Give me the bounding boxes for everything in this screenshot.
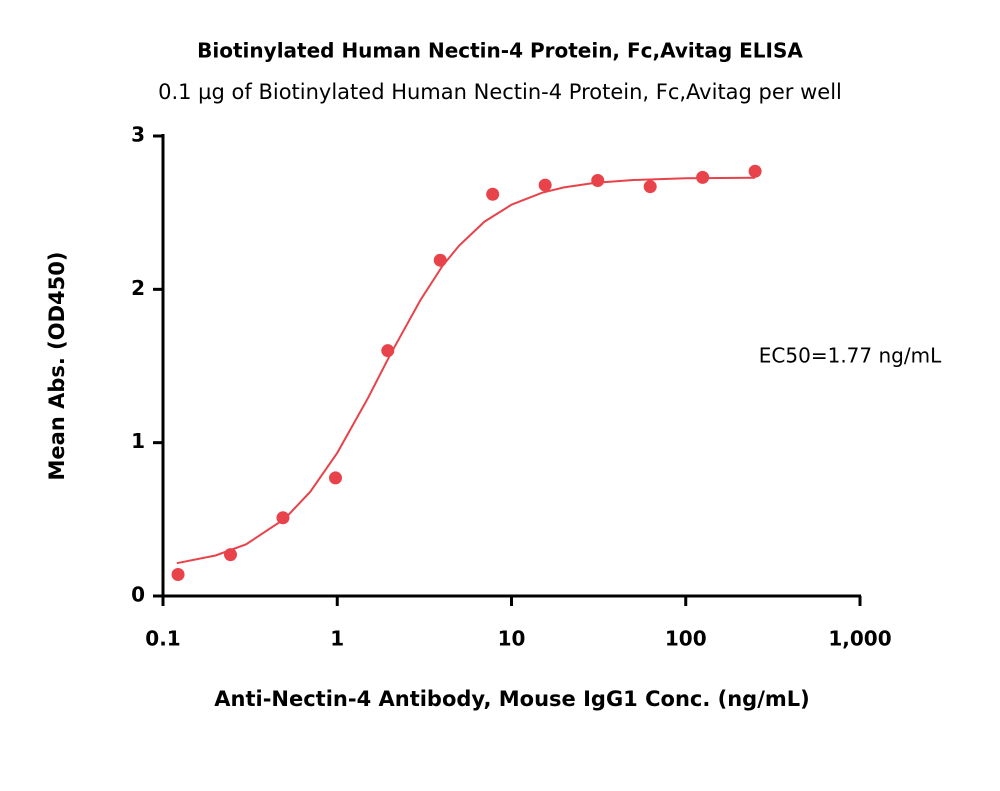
y-tick-label: 0 bbox=[131, 583, 145, 607]
data-point bbox=[276, 511, 290, 525]
data-point bbox=[328, 471, 342, 485]
ec50-annotation: EC50=1.77 ng/mL bbox=[759, 344, 942, 368]
data-point bbox=[643, 180, 657, 194]
data-point bbox=[224, 548, 238, 562]
y-tick-label: 1 bbox=[131, 429, 145, 453]
data-point bbox=[696, 170, 710, 184]
data-point bbox=[748, 164, 762, 178]
y-tick-label: 2 bbox=[131, 276, 145, 300]
x-tick-label: 0.1 bbox=[145, 627, 180, 651]
data-point bbox=[381, 344, 395, 358]
chart-title: Biotinylated Human Nectin-4 Protein, Fc,… bbox=[197, 39, 803, 63]
y-axis-label: Mean Abs. (OD450) bbox=[45, 252, 69, 481]
data-point bbox=[171, 568, 185, 582]
data-point bbox=[538, 178, 552, 192]
x-tick-label: 100 bbox=[665, 627, 707, 651]
x-tick-label: 1 bbox=[330, 627, 344, 651]
data-point bbox=[486, 187, 500, 201]
y-tick-label: 3 bbox=[131, 123, 145, 147]
x-tick-label: 1,000 bbox=[828, 627, 891, 651]
x-tick-label: 10 bbox=[498, 627, 526, 651]
chart-subtitle: 0.1 µg of Biotinylated Human Nectin-4 Pr… bbox=[158, 80, 842, 104]
fit-curve bbox=[176, 176, 756, 565]
x-axis-label: Anti-Nectin-4 Antibody, Mouse IgG1 Conc.… bbox=[214, 687, 810, 711]
data-point bbox=[433, 253, 447, 267]
data-point bbox=[591, 173, 605, 187]
